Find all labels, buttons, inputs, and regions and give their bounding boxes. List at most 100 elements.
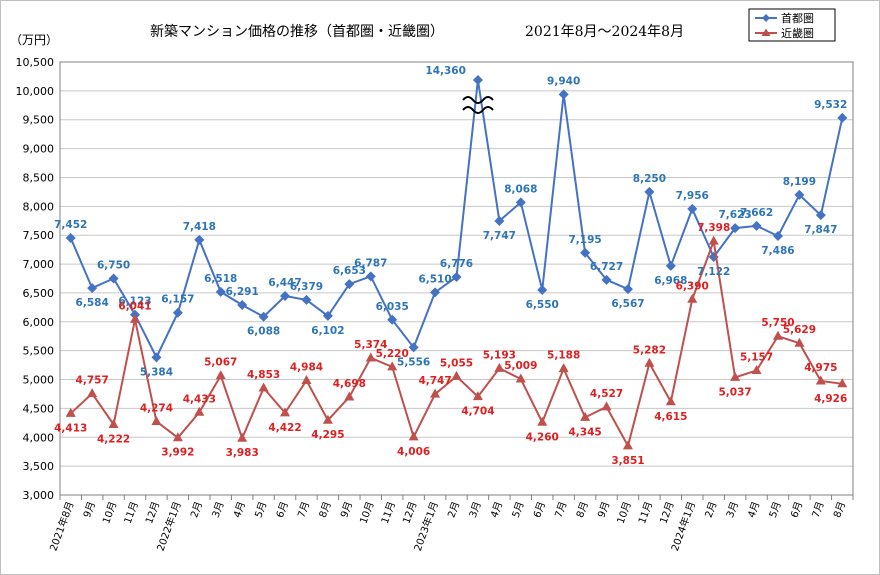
y-tick-label: 10,000: [16, 85, 55, 98]
data-point-triangle: [280, 407, 291, 417]
data-point-triangle: [365, 352, 376, 362]
legend-label-kinki: 近畿圏: [781, 26, 814, 40]
data-point-triangle: [408, 431, 419, 441]
data-label: 6,968: [654, 275, 687, 287]
legend-marker-triangle-icon: [761, 28, 771, 36]
legend-marker-diamond-icon: [762, 14, 770, 22]
x-tick-label: 2月: [445, 500, 462, 519]
data-point-triangle: [772, 330, 783, 340]
data-point-triangle: [65, 407, 76, 417]
x-tick-label: 8月: [317, 500, 334, 519]
x-tick-label: 6月: [274, 500, 291, 519]
data-label: 7,747: [483, 230, 516, 242]
data-label: 4,413: [54, 422, 87, 434]
data-point-diamond: [430, 287, 441, 298]
data-point-triangle: [215, 370, 226, 380]
data-label: 14,360: [425, 65, 466, 77]
x-tick-label: 2月: [188, 500, 205, 519]
data-point-diamond: [108, 273, 119, 284]
data-label: 6,776: [440, 258, 473, 270]
data-label: 5,556: [397, 356, 430, 368]
data-point-diamond: [87, 283, 98, 294]
data-label: 9,940: [547, 75, 580, 87]
data-label: 6,291: [226, 286, 259, 298]
data-label: 6,157: [161, 294, 194, 306]
data-label: 7,847: [804, 224, 837, 236]
data-point-diamond: [537, 285, 548, 296]
x-tick-label: 5月: [510, 500, 527, 519]
data-point-diamond: [258, 311, 269, 322]
data-label: 4,274: [140, 402, 173, 414]
data-point-triangle: [794, 337, 805, 347]
data-label: 5,037: [719, 386, 752, 398]
x-tick-label: 4月: [231, 500, 248, 519]
data-point-diamond: [730, 223, 741, 234]
x-tick-label: 8月: [574, 500, 591, 519]
y-axis-unit-label: （万円）: [10, 33, 58, 47]
y-tick-label: 3,500: [23, 460, 55, 473]
data-point-diamond: [494, 215, 505, 226]
y-tick-label: 3,000: [23, 489, 55, 502]
data-point-triangle: [708, 235, 719, 245]
data-label: 3,851: [611, 455, 644, 467]
data-point-triangle: [322, 414, 333, 424]
data-label: 5,750: [761, 317, 794, 329]
data-point-triangle: [258, 382, 269, 392]
data-label: 6,750: [97, 260, 130, 272]
y-tick-label: 6,000: [23, 316, 55, 329]
data-label: 6,510: [418, 273, 451, 285]
series-layer: [65, 75, 848, 450]
data-point-diamond: [301, 294, 312, 305]
data-label: 4,222: [97, 433, 130, 445]
data-label: 8,250: [633, 173, 666, 185]
y-tick-label: 4,000: [23, 431, 55, 444]
data-label: 6,518: [204, 273, 237, 285]
data-point-triangle: [451, 370, 462, 380]
x-tick-label: 3月: [724, 500, 741, 519]
data-label: 5,374: [354, 339, 387, 351]
data-point-diamond: [365, 271, 376, 282]
data-label: 4,757: [76, 375, 109, 387]
data-label: 6,379: [290, 281, 323, 293]
data-label: 7,486: [761, 245, 794, 257]
data-point-diamond: [644, 186, 655, 197]
x-tick-label: 6月: [531, 500, 548, 519]
data-label: 7,662: [740, 207, 773, 219]
data-point-triangle: [687, 293, 698, 303]
data-label: 4,345: [568, 426, 601, 438]
data-labels: 7,452 6,584 6,750 6,123 5,384 6,157 7,418 6,518…: [54, 65, 847, 467]
data-label: 6,727: [590, 261, 623, 273]
x-tick-label: 3月: [467, 500, 484, 519]
y-tick-label: 6,500: [23, 287, 55, 300]
x-tick-label: 4月: [745, 500, 762, 519]
data-label: 5,220: [376, 348, 409, 360]
data-point-triangle: [130, 313, 141, 323]
data-label: 4,984: [290, 361, 323, 373]
data-point-diamond: [322, 310, 333, 321]
data-point-triangle: [387, 361, 398, 371]
data-label: 6,102: [311, 325, 344, 337]
x-tick-label: 5月: [253, 500, 270, 519]
data-label: 4,006: [397, 446, 430, 458]
y-tick-label: 8,500: [23, 171, 55, 184]
data-label: 6,550: [526, 299, 559, 311]
data-label: 7,195: [568, 234, 601, 246]
data-label: 4,260: [526, 431, 559, 443]
data-point-diamond: [772, 231, 783, 242]
data-point-diamond: [194, 234, 205, 245]
data-point-triangle: [558, 363, 569, 373]
data-label: 4,704: [461, 406, 494, 418]
data-label: 6,041: [118, 300, 151, 312]
legend-label-shutoken: 首都圏: [781, 11, 814, 25]
data-point-diamond: [601, 274, 612, 285]
data-point-triangle: [837, 378, 848, 388]
data-point-diamond: [665, 260, 676, 271]
data-label: 4,853: [247, 369, 280, 381]
x-tick-label: 7月: [810, 500, 827, 519]
data-label: 6,653: [333, 265, 366, 277]
x-tick-label: 4月: [488, 500, 505, 519]
data-point-triangle: [751, 364, 762, 374]
data-point-triangle: [87, 388, 98, 398]
data-point-diamond: [687, 203, 698, 214]
